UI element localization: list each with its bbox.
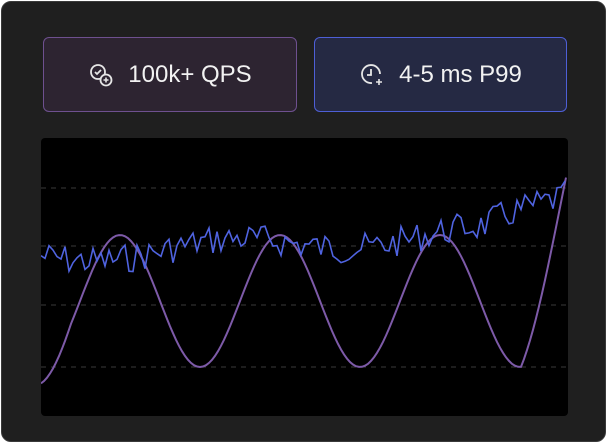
qps-icon bbox=[90, 63, 113, 86]
qps-label: 100k+ QPS bbox=[128, 60, 252, 88]
qps-badge: 100k+ QPS bbox=[43, 37, 297, 112]
latency-icon bbox=[361, 63, 383, 85]
wave-line bbox=[41, 177, 567, 385]
latency-badge: 4-5 ms P99 bbox=[314, 37, 567, 112]
decorative-chart bbox=[41, 177, 568, 385]
latency-label: 4-5 ms P99 bbox=[399, 60, 522, 88]
chart-panel bbox=[41, 138, 568, 416]
noise-line bbox=[41, 180, 566, 274]
